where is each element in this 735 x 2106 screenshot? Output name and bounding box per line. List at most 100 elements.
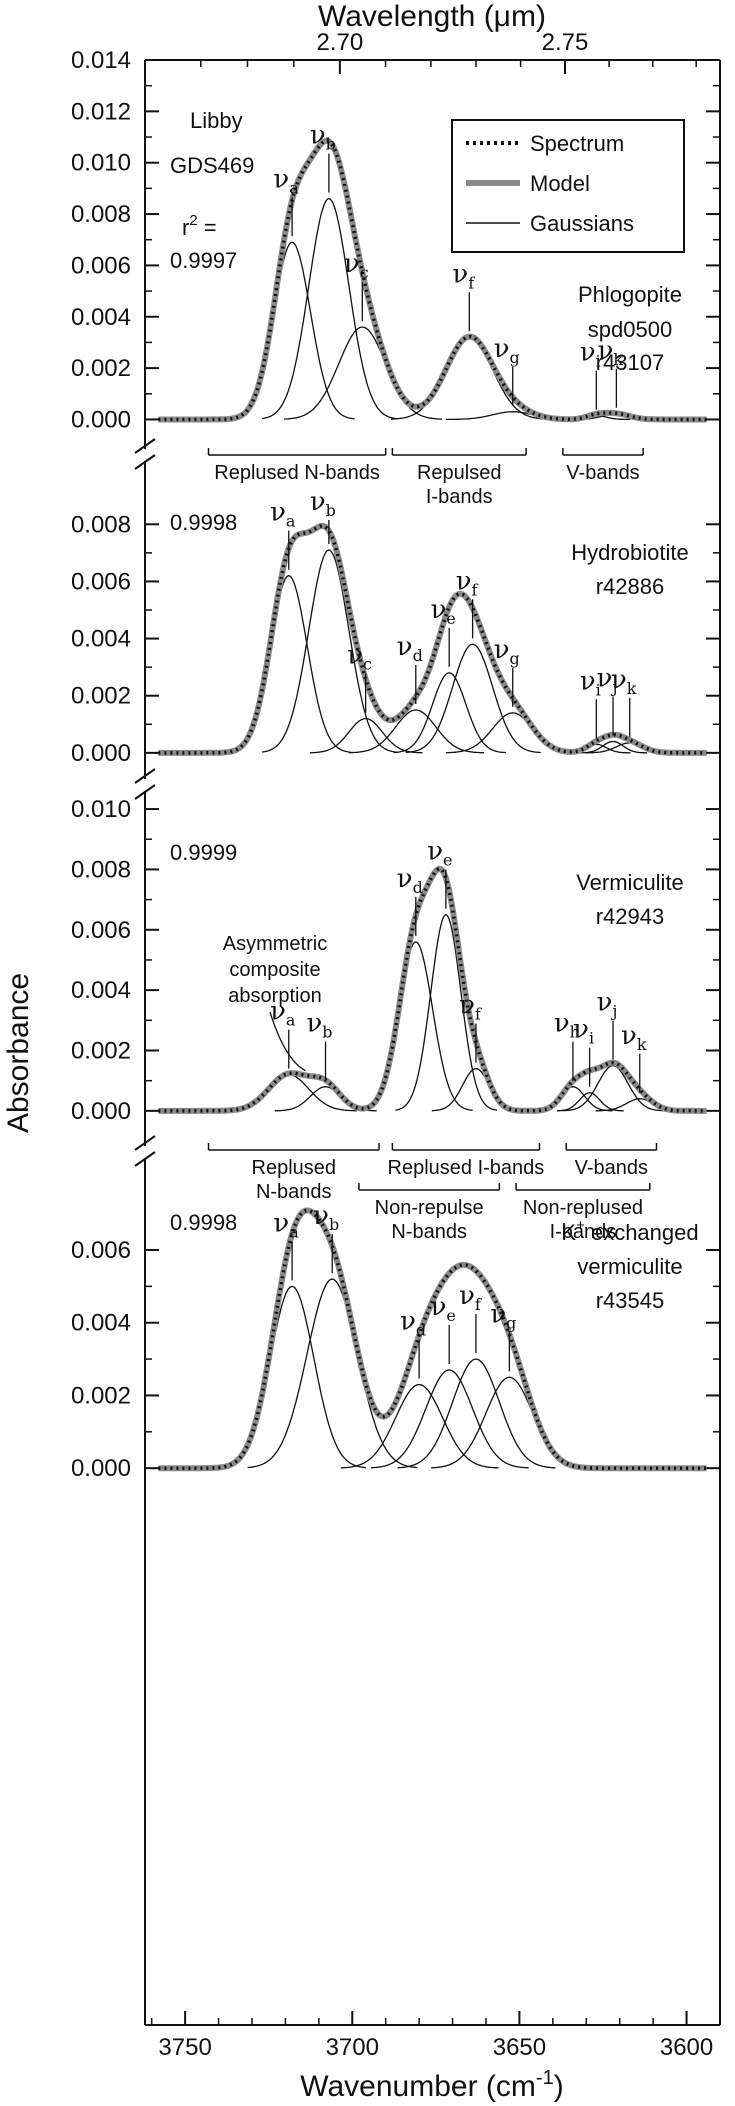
y-tick-label: 0.000 <box>71 1455 131 1482</box>
y-tick-label: 0.004 <box>71 304 131 331</box>
nu-label-j: νj <box>597 663 618 696</box>
gaussian-b <box>261 549 398 753</box>
gaussian-e <box>370 1369 529 1469</box>
nu-symbol: ν <box>313 1201 329 1231</box>
nu-symbol: ν <box>310 487 326 517</box>
nu-symbol: ν <box>621 1021 637 1051</box>
nu-label-e: νe <box>431 1292 456 1325</box>
y-axis-title: Absorbance <box>2 973 35 1133</box>
nu-symbol: ν <box>452 259 468 289</box>
y-tick-label: 0.004 <box>71 1310 131 1337</box>
nu-label-h: νh <box>554 1009 580 1042</box>
top-tick-label: 2.75 <box>542 29 589 56</box>
y-tick-label: 0.010 <box>71 796 131 823</box>
legend-model-label: Model <box>530 171 590 196</box>
plot-frame: 3750 3700 3650 3600 2.70 2.75 <box>134 29 721 2061</box>
model-line <box>158 1207 707 1472</box>
nu-symbol: ν <box>580 338 596 368</box>
nu-subscript: c <box>363 655 372 674</box>
y-tick-label: 0.004 <box>71 977 131 1004</box>
y-tick-label: 0.006 <box>71 917 131 944</box>
nu-label-f: νf <box>459 991 482 1024</box>
nu-subscript: i <box>596 680 601 699</box>
nu-symbol: ν <box>490 1299 506 1329</box>
nu-label-i: νi <box>573 1015 594 1048</box>
nu-symbol: ν <box>597 663 613 693</box>
nu-label-c: νc <box>347 641 372 674</box>
r2-label: r2 = <box>182 212 217 240</box>
y-tick-label: 0.008 <box>71 201 131 228</box>
axis-break-mark <box>134 1135 156 1151</box>
nu-subscript: j <box>610 677 617 696</box>
nu-subscript: a <box>286 512 296 531</box>
nu-label-g: νg <box>494 635 520 668</box>
nu-symbol: ν <box>270 498 286 528</box>
nu-subscript: b <box>326 501 336 520</box>
y-tick-label: 0.002 <box>71 355 131 382</box>
bracket-label: Repulsed <box>417 462 502 484</box>
nu-subscript: j <box>610 1002 617 1021</box>
legend-spectrum-label: Spectrum <box>530 131 624 156</box>
x-tick-label: 3700 <box>326 2034 379 2061</box>
nu-subscript: e <box>446 1306 455 1325</box>
nu-symbol: ν <box>306 1009 322 1039</box>
nu-label-g: νg <box>490 1299 516 1332</box>
mineral-name-k: K <box>561 1220 576 1245</box>
nu-label-a: νa <box>270 997 296 1030</box>
gaussian-b <box>247 1278 418 1469</box>
nu-label-a: νa <box>273 1208 299 1241</box>
gaussian-f <box>397 1358 556 1469</box>
gaussian-a <box>218 1285 367 1469</box>
nu-symbol: ν <box>427 837 443 867</box>
y-tick-label: 0.000 <box>71 406 131 433</box>
gaussian-j <box>580 740 648 754</box>
sample-name-line2: GDS469 <box>170 153 254 178</box>
nu-subscript: b <box>329 1215 339 1234</box>
nu-symbol: ν <box>459 991 475 1021</box>
mineral-id-2: r43107 <box>596 350 665 375</box>
r2-value: 0.9997 <box>170 248 237 273</box>
nu-subscript: g <box>506 1313 516 1332</box>
nu-subscript: a <box>286 1011 296 1030</box>
gaussian-a <box>230 241 355 420</box>
bracket-label-2: I-bands <box>550 1221 617 1243</box>
nu-symbol: ν <box>431 595 447 625</box>
gaussian-g <box>445 712 581 754</box>
mineral-id-1: spd0500 <box>588 317 672 342</box>
x-axis-title-close: ) <box>554 2070 564 2103</box>
nu-subscript: f <box>475 1005 482 1024</box>
nu-symbol: ν <box>598 336 614 366</box>
gaussian-c <box>284 326 442 420</box>
nu-symbol: ν <box>456 566 472 596</box>
nu-subscript: f <box>472 580 479 599</box>
nu-subscript: i <box>596 352 601 371</box>
bracket-label-2: N-bands <box>256 1181 332 1203</box>
spectrum-line <box>158 139 707 422</box>
nu-subscript: d <box>416 1321 426 1340</box>
gaussian-c <box>310 717 423 754</box>
nu-label-b: νb <box>306 1009 332 1042</box>
nu-symbol: ν <box>494 635 510 665</box>
y-tick-label: 0.006 <box>71 252 131 279</box>
nu-subscript: a <box>289 1222 299 1241</box>
model-line <box>158 865 707 1114</box>
nu-label-k: νk <box>621 1021 647 1054</box>
gaussian-b <box>261 197 398 420</box>
nu-label-e: νe <box>427 837 452 870</box>
x-axis-title-sup: -1 <box>536 2067 554 2089</box>
mineral-name-rest: exchanged <box>585 1220 699 1245</box>
panel-phlogopite: 0.000 0.002 0.004 0.006 0.008 0.010 0.012 0.014… <box>71 47 720 508</box>
y-tick-label: 0.002 <box>71 683 131 710</box>
spectrum-line <box>158 524 707 755</box>
r2-value: 0.9999 <box>170 840 237 865</box>
mineral-name-line2: vermiculite <box>577 1254 682 1279</box>
mineral-id-1: r42943 <box>596 904 665 929</box>
nu-symbol: ν <box>273 164 289 194</box>
x-axis-title-main: Wavenumber (cm <box>300 2070 536 2103</box>
gaussian-d <box>360 941 473 1111</box>
mineral-id-1: r42886 <box>596 574 665 599</box>
bracket-label-2: N-bands <box>391 1221 467 1243</box>
nu-symbol: ν <box>573 1015 589 1045</box>
